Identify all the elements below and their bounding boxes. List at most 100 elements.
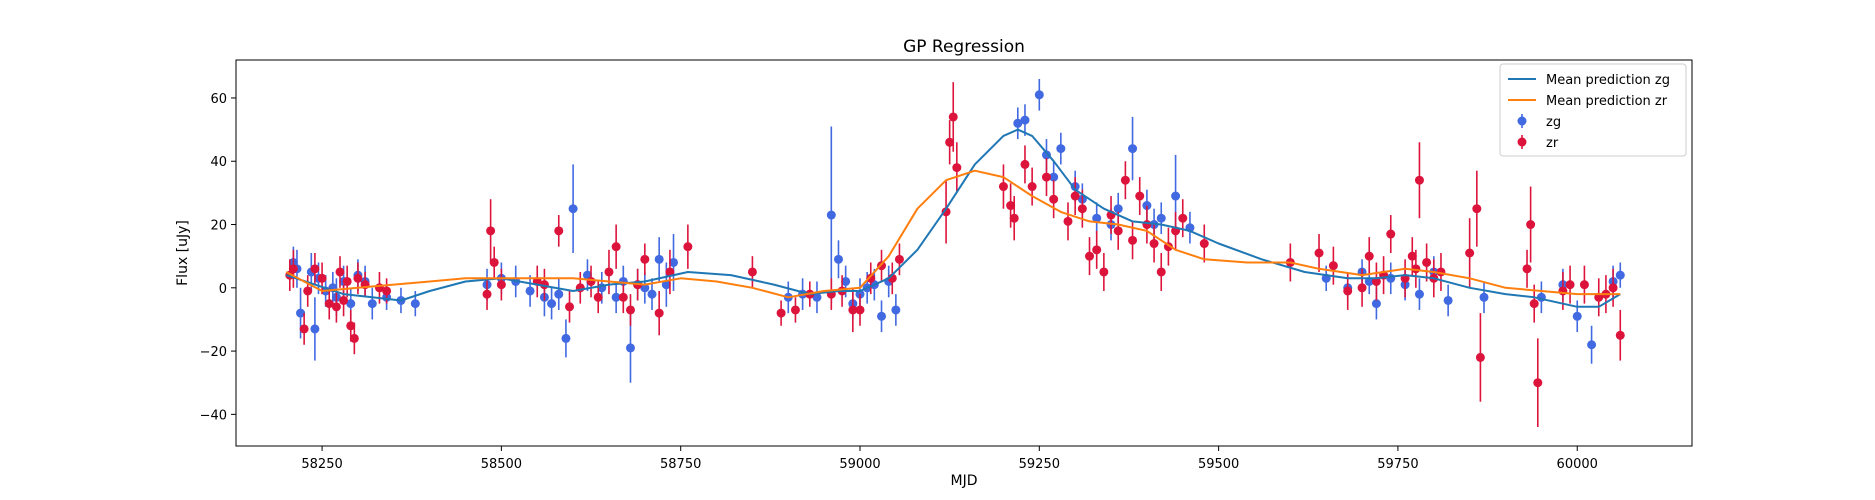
plot-area [285,78,1625,428]
data-point [618,292,628,302]
data-point [1533,378,1543,388]
data-point [561,333,571,343]
data-point [611,242,621,252]
data-point [1608,283,1618,293]
data-point [349,333,359,343]
data-point [1156,267,1166,277]
data-point [1579,280,1589,290]
plot-frame [235,59,1693,447]
data-point [611,292,621,302]
data-point [1364,251,1374,261]
data-point [1041,150,1051,160]
data-point [1615,330,1625,340]
data-point [661,280,671,290]
data-point [683,242,693,252]
data-point [1178,213,1188,223]
y-tick-label: 20 [210,219,227,234]
legend-marker-swatch [1517,137,1527,147]
data-point [1156,213,1166,223]
data-point [833,254,843,264]
data-point [776,308,786,318]
data-point [1013,118,1023,128]
data-point [1063,216,1073,226]
x-axis: 58250 58500 58750 59000 59250 59500 59750 60000 [301,446,1598,472]
data-point [625,305,635,315]
data-point [1407,251,1417,261]
data-point [489,257,499,267]
data-point [1128,144,1138,154]
data-point [1085,251,1095,261]
data-point [296,308,306,318]
data-point [1135,191,1145,201]
legend: Mean prediction zg Mean prediction zr zg zr [1499,63,1687,157]
data-point [1472,204,1482,214]
data-point [353,273,363,283]
mean-prediction-line [285,169,1621,299]
data-point [1171,191,1181,201]
x-tick-label: 59750 [1377,457,1418,472]
data-point [1565,280,1575,290]
data-point [948,112,958,122]
data-point [1414,175,1424,185]
data-point [1572,311,1582,321]
data-point [625,343,635,353]
data-point [945,137,955,147]
x-axis-label: MJD [951,473,978,489]
data-point [1615,270,1625,280]
data-point [1077,204,1087,214]
data-point [1475,352,1485,362]
data-point [1529,299,1539,309]
y-tick-label: −40 [200,408,227,423]
data-point [891,305,901,315]
data-point [1120,175,1130,185]
data-point [669,257,679,267]
y-tick-label: 40 [210,155,227,170]
data-point [335,267,345,277]
data-point [1479,292,1489,302]
data-point [640,283,650,293]
y-tick-label: 60 [210,92,227,107]
data-point [547,299,557,309]
data-point [1113,204,1123,214]
data-point [1314,248,1324,258]
data-point [367,299,377,309]
x-tick-label: 58500 [481,457,522,472]
y-axis: −40 −20 0 20 40 60 [200,92,236,423]
data-point [1465,248,1475,258]
data-point [568,204,578,214]
series-zr [285,82,1625,428]
data-point [593,292,603,302]
legend-label: Mean prediction zr [1546,94,1668,109]
data-point [1099,267,1109,277]
data-point [310,264,320,274]
data-point [1092,213,1102,223]
data-point [1006,201,1016,211]
legend-box [1499,63,1687,157]
x-tick-label: 58250 [301,457,342,472]
data-point [1526,220,1536,230]
data-point [654,308,664,318]
data-point [665,267,675,277]
data-point [1049,172,1059,182]
data-point [1422,257,1432,267]
data-point [346,299,356,309]
data-point [1009,213,1019,223]
data-point [790,305,800,315]
data-point [1092,245,1102,255]
data-point [1414,289,1424,299]
data-point [1328,261,1338,271]
chart-title: GP Regression [903,37,1025,57]
data-point [812,292,822,302]
data-point [1128,235,1138,245]
data-point [1386,229,1396,239]
legend-marker-swatch [1517,116,1527,126]
data-point [1522,264,1532,274]
data-point [1443,295,1453,305]
mean-prediction-line [285,128,1621,308]
data-point [324,299,334,309]
data-point [1149,239,1159,249]
series-zg [288,78,1625,383]
data-point [1020,159,1030,169]
data-point [299,324,309,334]
data-point [303,286,313,296]
